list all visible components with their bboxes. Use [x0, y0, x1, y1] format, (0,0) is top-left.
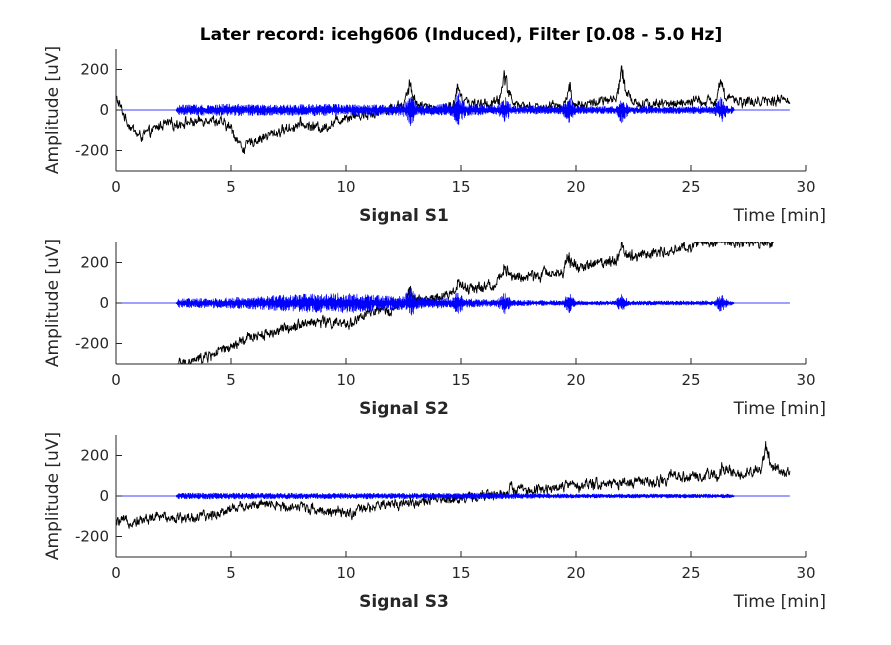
y-tick-label: -200 [75, 528, 109, 546]
y-tick-label: -200 [75, 335, 109, 353]
filtered-signal-series [116, 288, 790, 316]
y-axis-label: Amplitude [uV] [43, 432, 63, 560]
raw-signal-series [116, 441, 791, 529]
x-tick-label: 30 [796, 178, 815, 196]
y-tick-label: 0 [99, 487, 109, 505]
x-tick-label: 5 [226, 564, 236, 582]
x-tick-label: 20 [566, 564, 585, 582]
x-tick-label: 5 [226, 178, 236, 196]
y-tick-label: 200 [80, 253, 109, 271]
x-tick-label: 15 [451, 371, 470, 389]
x-tick-label: 0 [111, 564, 121, 582]
x-axis-label: Time [min] [733, 399, 826, 419]
x-axis-label: Time [min] [733, 592, 826, 612]
x-tick-label: 25 [681, 371, 700, 389]
y-tick-label: 0 [99, 294, 109, 312]
x-tick-label: 15 [451, 564, 470, 582]
x-tick-label: 25 [681, 178, 700, 196]
y-axis-label: Amplitude [uV] [43, 46, 63, 174]
plot-area [116, 441, 791, 529]
y-tick-label: 200 [80, 446, 109, 464]
filtered-signal-series [116, 93, 790, 127]
y-axis-label: Amplitude [uV] [43, 239, 63, 367]
x-tick-label: 10 [336, 178, 355, 196]
x-tick-label: 30 [796, 371, 815, 389]
x-tick-label: 5 [226, 371, 236, 389]
x-axis-label: Time [min] [733, 206, 826, 226]
y-tick-label: 0 [99, 101, 109, 119]
subplot-title: Signal S2 [359, 399, 449, 419]
x-tick-label: 10 [336, 564, 355, 582]
raw-signal-series [176, 242, 775, 364]
x-tick-label: 25 [681, 564, 700, 582]
figure-title: Later record: icehg606 (Induced), Filter… [200, 25, 722, 45]
y-tick-label: 200 [80, 60, 109, 78]
y-tick-label: -200 [75, 142, 109, 160]
x-tick-label: 0 [111, 371, 121, 389]
x-tick-label: 30 [796, 564, 815, 582]
x-tick-label: 15 [451, 178, 470, 196]
x-tick-label: 20 [566, 371, 585, 389]
filtered-signal-series [116, 492, 790, 500]
subplot-title: Signal S3 [359, 592, 449, 612]
x-tick-label: 0 [111, 178, 121, 196]
plot-area [116, 65, 791, 155]
x-tick-label: 10 [336, 371, 355, 389]
plot-area [116, 242, 790, 364]
x-tick-label: 20 [566, 178, 585, 196]
subplot-title: Signal S1 [359, 206, 449, 226]
